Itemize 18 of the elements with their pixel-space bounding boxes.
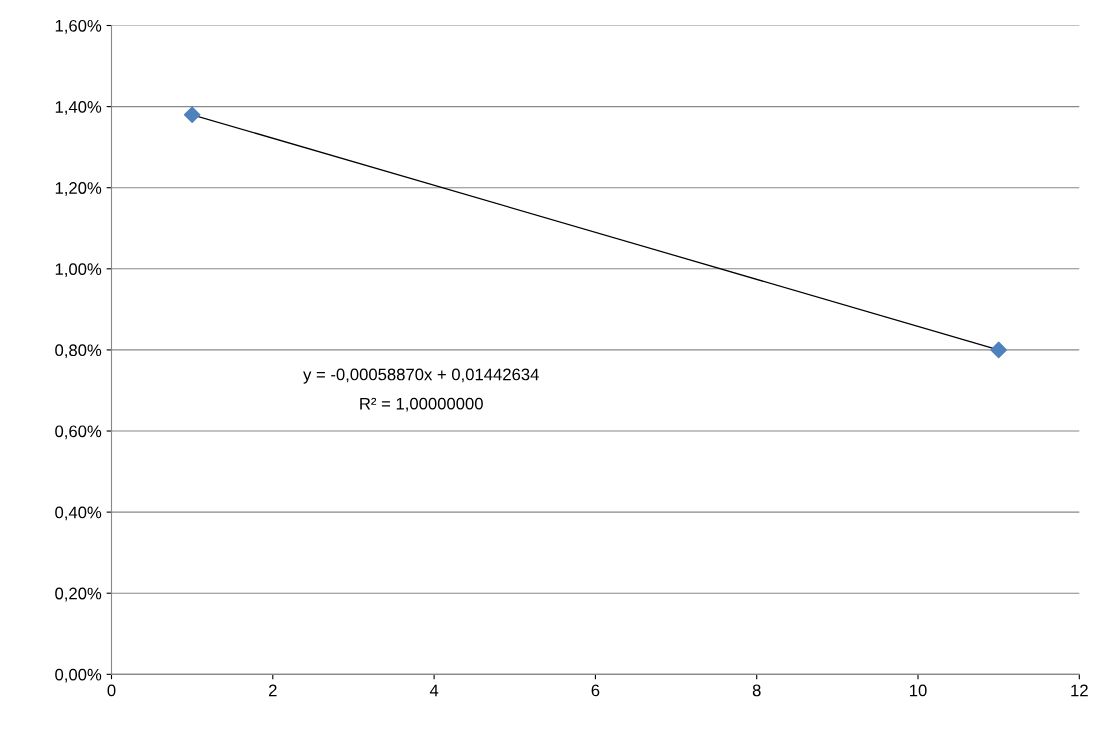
x-tick-label: 10: [910, 684, 927, 697]
annotation: y = -0,00058870x + 0,01442634: [303, 368, 539, 384]
y-tick-label: 0,60%: [55, 425, 102, 440]
y-tick-label: 0,80%: [55, 344, 102, 359]
y-tick-label: 1,00%: [55, 263, 102, 277]
x-tick-label: 0: [107, 684, 116, 697]
y-tick-label: 1,40%: [55, 101, 102, 115]
x-tick-label: 2: [269, 684, 277, 697]
x-tick-label: 6: [591, 684, 600, 697]
x-tick-label: 8: [752, 684, 761, 697]
y-tick-label: 0,40%: [55, 506, 102, 521]
annotation: R² = 1,00000000: [360, 397, 483, 412]
y-tick-label: 1,20%: [55, 182, 102, 196]
x-tick-label: 12: [1071, 684, 1088, 697]
y-tick-label: 0,00%: [55, 668, 102, 683]
y-tick-label: 1,60%: [55, 19, 102, 34]
x-tick-label: 4: [429, 684, 439, 697]
y-tick-label: 0,20%: [55, 587, 102, 602]
